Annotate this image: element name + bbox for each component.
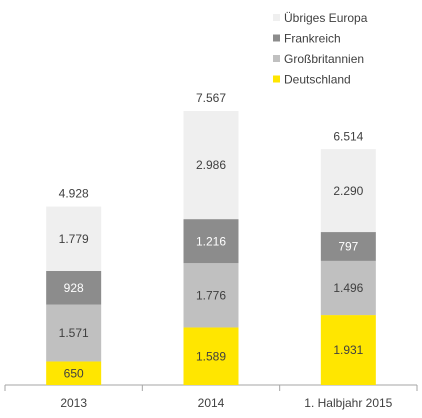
bar-segment — [46, 270, 102, 305]
legend-swatch — [273, 75, 280, 83]
total-label: 4.928 — [59, 187, 89, 201]
bar-segment — [183, 263, 239, 328]
bar-segment — [46, 304, 102, 362]
data-label: 928 — [64, 281, 84, 295]
data-label: 1.571 — [59, 326, 89, 340]
data-label: 1.216 — [196, 234, 226, 248]
legend-swatch — [273, 55, 280, 62]
data-label: 650 — [64, 366, 84, 380]
data-label: 1.496 — [333, 281, 363, 295]
x-tick-label: 1. Halbjahr 2015 — [304, 396, 392, 410]
bar-segment — [183, 111, 239, 220]
bar-segment — [46, 206, 102, 271]
legend-swatch — [273, 14, 280, 21]
total-label: 7.567 — [196, 91, 226, 105]
bar-segment — [320, 149, 376, 233]
data-label: 1.931 — [333, 343, 363, 357]
legend-label: Großbritannien — [284, 52, 364, 66]
data-label: 2.290 — [333, 184, 363, 198]
bar-segment — [320, 260, 376, 316]
x-tick-label: 2014 — [198, 396, 225, 410]
legend-label: Frankreich — [284, 32, 341, 46]
data-label: 797 — [338, 240, 358, 254]
bar-segment — [183, 219, 239, 264]
data-label: 1.589 — [196, 349, 226, 363]
legend-label: Übriges Europa — [284, 11, 368, 25]
legend-label: Deutschland — [284, 73, 351, 87]
data-label: 1.776 — [196, 288, 226, 302]
bar-segment — [46, 361, 102, 385]
total-label: 6.514 — [333, 129, 363, 143]
x-tick-label: 2013 — [60, 396, 87, 410]
data-label: 1.779 — [59, 232, 89, 246]
bar-segment — [320, 315, 376, 385]
bar-segment — [320, 232, 376, 261]
legend-swatch — [273, 34, 280, 42]
bar-segment — [183, 327, 239, 385]
data-label: 2.986 — [196, 158, 226, 172]
